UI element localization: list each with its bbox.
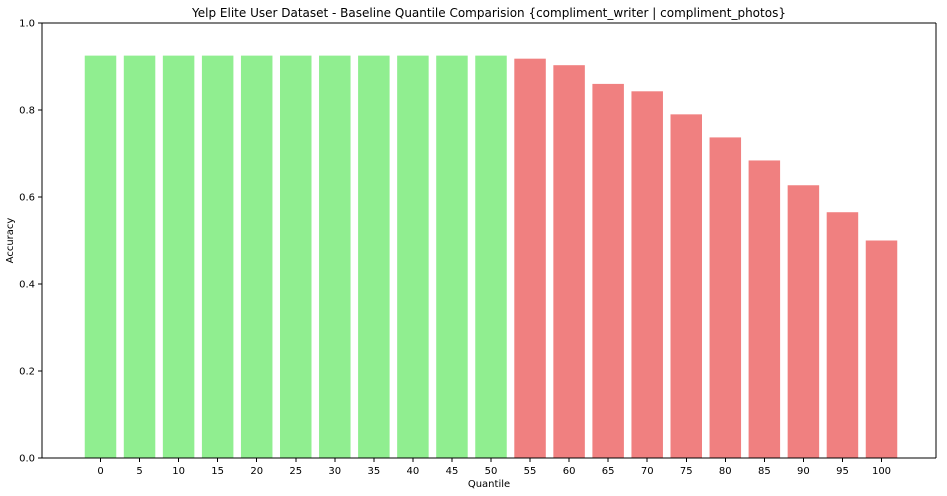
bar-quantile-60 (553, 65, 585, 458)
x-tick-label: 35 (367, 466, 380, 477)
x-tick-label: 80 (719, 466, 732, 477)
y-tick-label: 0.2 (19, 367, 35, 378)
x-tick-label: 95 (836, 466, 849, 477)
bar-quantile-70 (631, 91, 663, 459)
x-tick-label: 30 (328, 466, 341, 477)
x-tick-label: 100 (872, 466, 891, 477)
bar-quantile-50 (475, 55, 507, 458)
x-tick-label: 90 (797, 466, 810, 477)
bar-quantile-40 (397, 55, 429, 458)
x-tick-label: 0 (97, 466, 103, 477)
bar-quantile-80 (709, 137, 742, 458)
bar-quantile-20 (240, 55, 273, 458)
x-tick-label: 40 (407, 466, 420, 477)
bar-quantile-95 (826, 212, 859, 458)
bar-quantile-25 (280, 55, 312, 458)
x-axis: 0 5 10 15 20 25 30 35 40 45 50 55 60 65 70 75 80 85 90 95 10… (97, 458, 891, 477)
x-tick-label: 5 (136, 466, 142, 477)
x-axis-title: Quantile (468, 479, 510, 490)
bar-quantile-30 (319, 55, 351, 458)
bar-quantile-15 (201, 55, 234, 458)
x-tick-label: 60 (563, 466, 576, 477)
x-tick-label: 85 (758, 466, 771, 477)
bar-quantile-35 (358, 55, 390, 458)
x-tick-label: 20 (250, 466, 263, 477)
bar-quantile-90 (787, 185, 820, 458)
x-tick-label: 70 (641, 466, 654, 477)
bar-quantile-55 (514, 58, 546, 459)
x-tick-label: 25 (289, 466, 302, 477)
y-tick-label: 0.0 (19, 454, 35, 465)
plot-frame (41, 22, 937, 459)
bar-quantile-45 (436, 55, 468, 458)
bar-quantile-0 (84, 55, 117, 458)
bar-quantile-100 (865, 240, 898, 458)
x-tick-label: 75 (680, 466, 693, 477)
y-tick-label: 1.0 (19, 19, 35, 30)
bar-quantile-85 (748, 160, 781, 458)
x-tick-label: 65 (602, 466, 615, 477)
x-tick-label: 55 (524, 466, 537, 477)
y-tick-label: 0.8 (19, 106, 35, 117)
x-tick-label: 15 (211, 466, 224, 477)
x-tick-label: 10 (172, 466, 185, 477)
y-tick-label: 0.6 (19, 193, 35, 204)
bar-quantile-10 (162, 55, 195, 458)
x-tick-label: 50 (485, 466, 498, 477)
y-tick-label: 0.4 (19, 280, 35, 291)
bar-quantile-5 (123, 55, 156, 458)
bar-quantile-75 (670, 114, 702, 458)
y-axis: 0.0 0.2 0.4 0.6 0.8 1.0 (19, 19, 42, 465)
x-tick-label: 45 (446, 466, 459, 477)
y-axis-title: Accuracy (5, 218, 16, 264)
bar-quantile-65 (592, 83, 624, 459)
bars (84, 55, 898, 459)
chart-title: Yelp Elite User Dataset - Baseline Quant… (191, 6, 786, 20)
